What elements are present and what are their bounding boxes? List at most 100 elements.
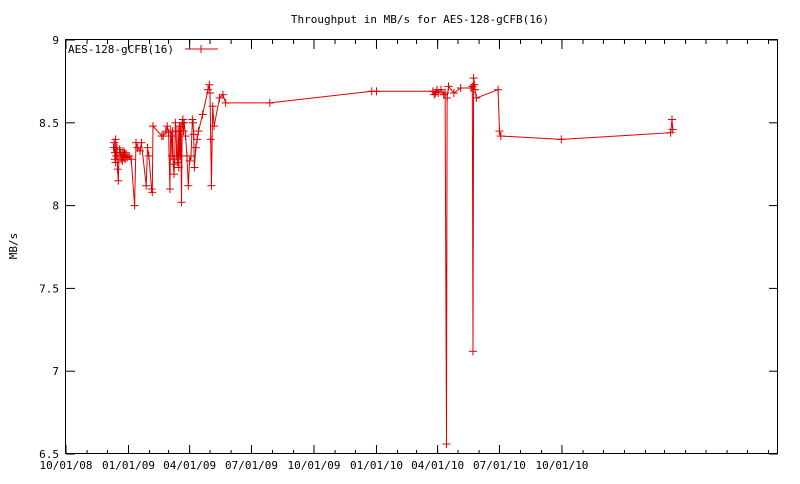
data-point: [441, 88, 450, 97]
data-point: [143, 143, 152, 152]
data-point: [111, 158, 120, 167]
data-point: [120, 148, 129, 157]
x-axis: 10/01/08 01/01/09 04/01/09 07/01/09 10/01/09…: [40, 40, 769, 472]
y-tick-label: 6.5: [39, 448, 59, 461]
data-point: [115, 145, 124, 154]
x-tick-label: 10/01/09: [287, 459, 340, 472]
data-point: [113, 165, 122, 174]
data-point: [437, 85, 446, 94]
data-point: [210, 122, 219, 131]
data-point: [189, 130, 198, 139]
data-point: [205, 80, 214, 89]
data-point: [174, 163, 183, 172]
data-point: [443, 93, 452, 102]
data-point: [221, 98, 230, 107]
data-point: [181, 132, 190, 141]
data-point: [206, 88, 215, 97]
data-point: [208, 102, 217, 111]
x-tick-label: 10/01/10: [535, 459, 588, 472]
plot-frame: [65, 39, 778, 454]
data-point: [557, 135, 566, 144]
data-point: [144, 151, 153, 160]
data-point: [178, 115, 187, 124]
data-point: [176, 122, 185, 131]
data-point: [206, 135, 215, 144]
data-point: [136, 146, 145, 155]
data-point: [163, 122, 172, 131]
data-point: [142, 181, 151, 190]
data-point: [147, 185, 156, 194]
data-point: [190, 163, 199, 172]
legend: AES-128-gCFB(16): [68, 43, 218, 56]
y-tick-label: 7: [52, 365, 59, 378]
data-point: [456, 84, 465, 93]
data-point: [666, 128, 675, 137]
data-point: [470, 85, 479, 94]
data-point: [442, 440, 451, 449]
data-point: [110, 138, 119, 147]
data-point: [167, 132, 176, 141]
y-axis-label: MB/s: [7, 233, 20, 260]
data-point: [468, 347, 477, 356]
data-point: [121, 150, 130, 159]
y-tick-label: 7.5: [39, 282, 59, 295]
y-tick-label: 8.5: [39, 117, 59, 130]
data-point: [668, 125, 677, 134]
data-point: [123, 153, 132, 162]
data-point: [148, 122, 157, 131]
data-point: [173, 158, 182, 167]
data-point: [439, 90, 448, 99]
data-point: [215, 93, 224, 102]
data-point: [444, 82, 453, 91]
data-point: [430, 90, 439, 99]
data-point: [207, 181, 216, 190]
data-point: [187, 151, 196, 160]
data-point: [185, 156, 194, 165]
x-tick-label: 10/01/08: [40, 459, 93, 472]
data-point: [148, 188, 157, 197]
legend-label: AES-128-gCFB(16): [68, 43, 174, 56]
data-point: [265, 98, 274, 107]
data-point: [466, 84, 475, 93]
x-tick-label: 04/01/10: [411, 459, 464, 472]
x-tick-label: 01/01/09: [102, 459, 155, 472]
data-point: [179, 127, 188, 136]
data-point: [125, 151, 134, 160]
data-point: [127, 155, 136, 164]
data-point: [176, 151, 185, 160]
data-point: [191, 143, 200, 152]
data-point: [189, 118, 198, 127]
y-tick-label: 9: [52, 34, 59, 47]
data-point: [494, 85, 503, 94]
data-point: [496, 132, 505, 141]
series-layer: [109, 74, 677, 449]
data-point: [472, 93, 481, 102]
data-point: [171, 118, 180, 127]
series-line: [113, 78, 674, 445]
data-point: [111, 135, 120, 144]
x-tick-label: 07/01/09: [225, 459, 278, 472]
data-point: [470, 80, 479, 89]
x-tick-label: 04/01/09: [163, 459, 216, 472]
data-point: [449, 88, 458, 97]
data-point: [372, 87, 381, 96]
x-tick-label: 01/01/10: [350, 459, 403, 472]
y-axis: 6.5 7 7.5 8 8.5 9: [39, 34, 778, 461]
x-tick-label: 07/01/10: [473, 459, 526, 472]
data-point: [194, 127, 203, 136]
data-point: [169, 160, 178, 169]
y-tick-label: 8: [52, 200, 59, 213]
data-point: [193, 135, 202, 144]
data-point: [198, 110, 207, 119]
data-point: [218, 90, 227, 99]
data-point: [114, 176, 123, 185]
chart-title: Throughput in MB/s for AES-128-gCFB(16): [291, 13, 549, 26]
data-point: [170, 170, 179, 179]
data-point: [177, 198, 186, 207]
data-point: [165, 185, 174, 194]
data-point: [184, 181, 193, 190]
data-point: [159, 132, 168, 141]
data-point: [130, 201, 139, 210]
data-point: [188, 115, 197, 124]
